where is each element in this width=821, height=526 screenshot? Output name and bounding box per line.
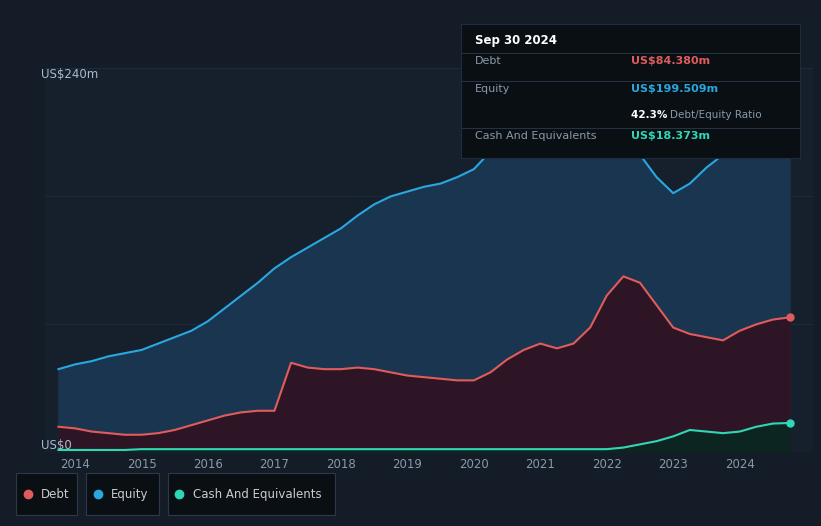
- Text: Debt: Debt: [41, 488, 70, 501]
- Text: US$18.373m: US$18.373m: [631, 131, 710, 141]
- Text: US$84.380m: US$84.380m: [631, 56, 710, 66]
- Text: Cash And Equivalents: Cash And Equivalents: [475, 131, 597, 141]
- FancyBboxPatch shape: [16, 473, 77, 515]
- FancyBboxPatch shape: [86, 473, 158, 515]
- Text: Sep 30 2024: Sep 30 2024: [475, 34, 557, 47]
- Text: Equity: Equity: [475, 84, 511, 94]
- Text: 42.3%: 42.3%: [631, 109, 671, 119]
- Text: US$199.509m: US$199.509m: [631, 84, 718, 94]
- Text: Equity: Equity: [112, 488, 149, 501]
- Text: Debt: Debt: [475, 56, 502, 66]
- Text: Cash And Equivalents: Cash And Equivalents: [193, 488, 321, 501]
- Text: US$240m: US$240m: [41, 68, 99, 82]
- FancyBboxPatch shape: [167, 473, 335, 515]
- Text: Debt/Equity Ratio: Debt/Equity Ratio: [670, 109, 762, 119]
- Text: US$0: US$0: [41, 439, 72, 452]
